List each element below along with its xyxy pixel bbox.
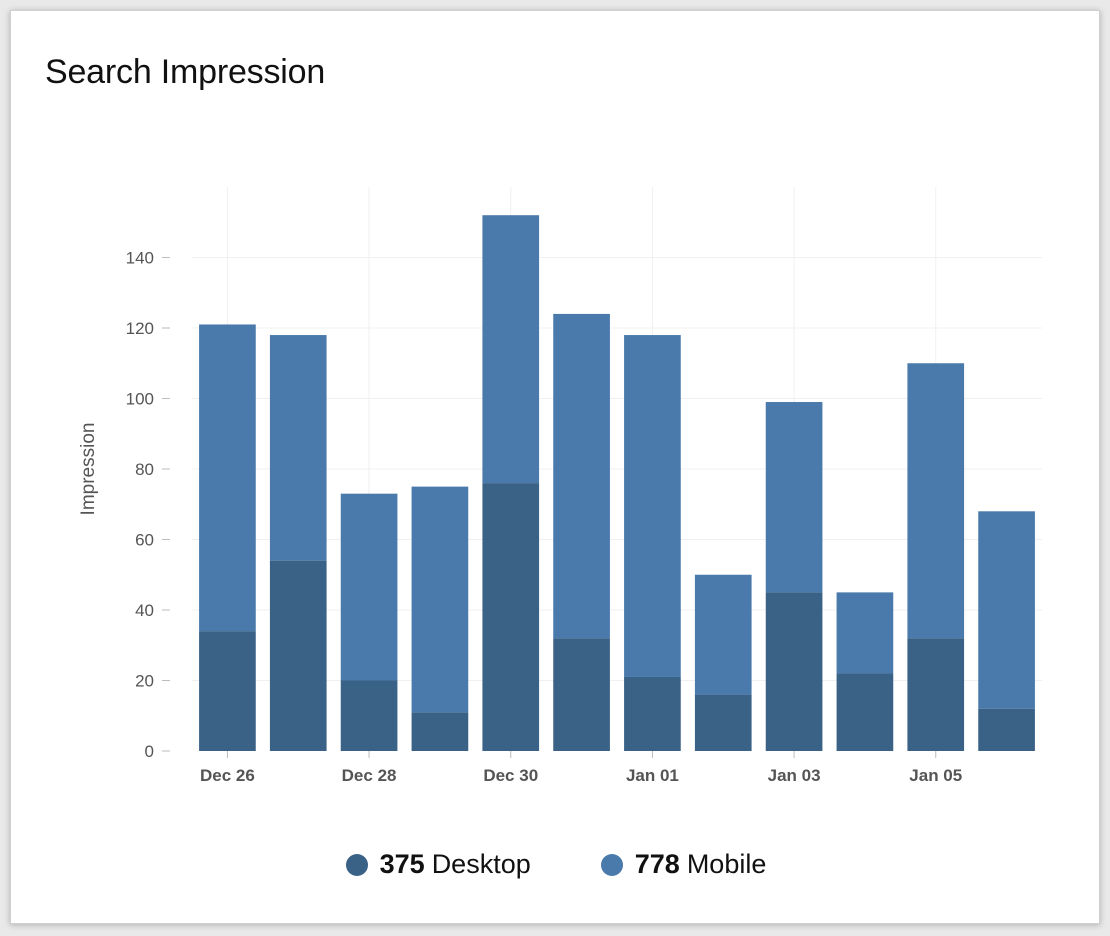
y-tick-label: 140 (126, 249, 154, 268)
y-tick-label: 80 (135, 460, 154, 479)
bar-mobile[interactable] (553, 313, 610, 639)
x-tick-label: Jan 01 (626, 766, 679, 785)
bar-desktop[interactable] (624, 676, 681, 751)
legend-item-mobile[interactable]: 778 Mobile (600, 849, 767, 880)
bar-desktop[interactable] (199, 631, 256, 751)
bars (199, 215, 1035, 751)
x-tick-label: Dec 28 (342, 766, 397, 785)
bar-desktop[interactable] (553, 638, 610, 751)
bar-desktop[interactable] (340, 680, 398, 752)
legend-dot-desktop-icon (345, 853, 368, 876)
chart-svg: 0 20 40 60 80 100 120 140 Dec 26 Dec 28 Dec 30 Jan… (78, 187, 1042, 785)
bar-mobile[interactable] (765, 402, 823, 593)
y-tick-label: 100 (126, 390, 154, 409)
chart-title: Search Impression (45, 53, 326, 91)
bar-desktop[interactable] (907, 638, 965, 751)
legend: 375 Desktop 778 Mobile (11, 849, 1101, 880)
bar-mobile[interactable] (482, 215, 540, 484)
x-tick-label: Jan 05 (909, 766, 962, 785)
x-tick-label: Dec 30 (483, 766, 538, 785)
legend-label-mobile: Mobile (686, 849, 767, 879)
y-tick-label: 20 (135, 672, 154, 691)
legend-dot-mobile-icon (600, 853, 623, 876)
legend-total-mobile: 778 (634, 849, 680, 879)
legend-item-desktop[interactable]: 375 Desktop (345, 849, 531, 880)
bar-mobile[interactable] (694, 574, 752, 695)
bar-desktop[interactable] (411, 712, 469, 751)
y-tick-label: 120 (126, 319, 154, 338)
y-axis: 0 20 40 60 80 100 120 140 (126, 249, 170, 761)
bar-mobile[interactable] (978, 511, 1035, 709)
y-tick-label: 40 (135, 601, 154, 620)
bar-mobile[interactable] (199, 324, 256, 632)
y-tick-label: 0 (145, 742, 154, 761)
x-tick-label: Dec 26 (200, 766, 255, 785)
bar-desktop[interactable] (765, 592, 823, 751)
bar-mobile[interactable] (411, 486, 469, 713)
bar-mobile[interactable] (624, 335, 681, 677)
bar-mobile[interactable] (836, 592, 894, 674)
bar-mobile[interactable] (269, 335, 327, 561)
y-tick-label: 60 (135, 531, 154, 550)
chart-card: Search Impression 0 20 40 60 80 100 120 140 Dec… (10, 10, 1100, 924)
legend-total-desktop: 375 (379, 849, 425, 879)
x-tick-label: Jan 03 (768, 766, 821, 785)
bar-mobile[interactable] (340, 493, 398, 681)
y-axis-label: Impression (78, 423, 99, 516)
bar-mobile[interactable] (907, 363, 965, 639)
bar-desktop[interactable] (978, 708, 1035, 751)
bar-desktop[interactable] (836, 673, 894, 751)
bar-desktop[interactable] (269, 560, 327, 751)
legend-label-desktop: Desktop (431, 849, 531, 879)
x-axis: Dec 26 Dec 28 Dec 30 Jan 01 Jan 03 Jan 05 (200, 751, 962, 785)
bar-desktop[interactable] (482, 483, 540, 751)
bar-desktop[interactable] (694, 694, 752, 751)
